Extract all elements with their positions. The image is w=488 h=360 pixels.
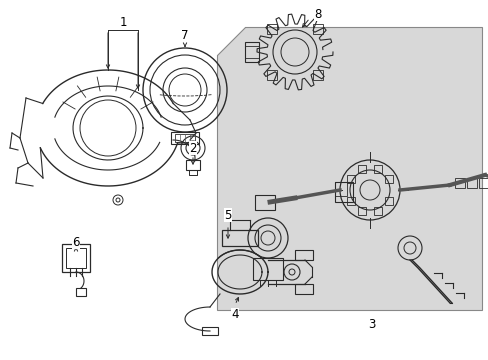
Bar	[358, 207, 366, 215]
Bar	[266, 70, 276, 80]
Text: 6: 6	[72, 235, 80, 248]
Bar	[244, 46, 259, 58]
Bar	[171, 132, 199, 144]
Bar	[313, 24, 323, 34]
Bar	[384, 197, 392, 205]
Bar	[62, 244, 90, 272]
Bar	[334, 182, 346, 196]
Bar	[244, 42, 259, 62]
Text: 3: 3	[367, 319, 375, 332]
Text: 4: 4	[231, 309, 238, 321]
Bar	[185, 160, 200, 170]
Bar	[294, 284, 312, 294]
Bar	[254, 195, 274, 210]
Bar	[266, 24, 276, 34]
Bar	[222, 230, 258, 246]
Text: 8: 8	[314, 8, 321, 21]
Bar	[294, 250, 312, 260]
Bar	[373, 165, 381, 173]
Polygon shape	[217, 27, 481, 310]
Bar	[313, 70, 323, 80]
Text: 7: 7	[181, 28, 188, 41]
Bar	[384, 175, 392, 183]
Bar	[454, 178, 464, 188]
Text: 1: 1	[119, 15, 126, 28]
Bar	[373, 207, 381, 215]
Bar	[66, 248, 86, 268]
Text: 5: 5	[224, 208, 231, 221]
Bar	[466, 178, 476, 188]
Bar	[334, 182, 352, 202]
Text: 2: 2	[189, 141, 196, 154]
Bar	[76, 288, 85, 296]
Bar	[175, 134, 195, 142]
Bar	[252, 258, 283, 280]
Bar	[346, 197, 354, 205]
Bar	[358, 165, 366, 173]
Bar	[202, 327, 218, 335]
Bar	[478, 178, 488, 188]
Bar	[346, 175, 354, 183]
